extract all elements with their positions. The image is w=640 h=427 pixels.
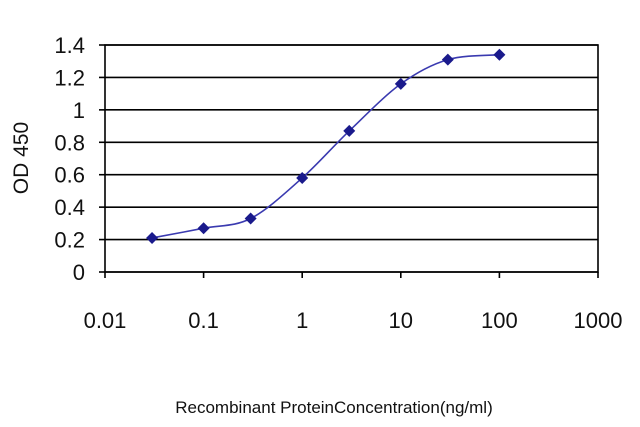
data-point-0 xyxy=(146,231,159,244)
x-tick-label: 0.1 xyxy=(188,308,219,333)
data-point-1 xyxy=(197,222,210,235)
x-tick-labels: 0.01 0.1 1 10 100 1000 xyxy=(84,308,623,333)
x-tick-label: 0.01 xyxy=(84,308,127,333)
series xyxy=(146,48,506,244)
x-tick-label: 1000 xyxy=(574,308,623,333)
data-point-6 xyxy=(441,53,454,66)
data-point-7 xyxy=(493,48,506,61)
gridlines xyxy=(99,44,599,278)
y-tick-label: 1.2 xyxy=(54,65,85,90)
y-tick-label: 0.4 xyxy=(54,195,85,220)
y-tick-label: 0 xyxy=(73,260,85,285)
series-line-0 xyxy=(151,53,500,239)
y-tick-label: 1 xyxy=(73,98,85,123)
data-point-3 xyxy=(296,171,309,184)
x-axis-title: Recombinant ProteinConcentration(ng/ml) xyxy=(175,398,493,417)
y-tick-label: 0.6 xyxy=(54,163,85,188)
x-tick-label: 100 xyxy=(481,308,518,333)
y-axis-title: OD 450 xyxy=(10,122,33,194)
y-tick-labels: 0 0.2 0.4 0.6 0.8 1 1.2 1.4 xyxy=(54,33,85,285)
data-point-4 xyxy=(343,124,356,137)
y-tick-label: 0.8 xyxy=(54,130,85,155)
x-tick-label: 10 xyxy=(389,308,413,333)
y-tick-label: 1.4 xyxy=(54,33,85,58)
x-tick-label: 1 xyxy=(296,308,308,333)
plot-frame xyxy=(104,44,599,273)
data-point-2 xyxy=(244,212,257,225)
y-tick-label: 0.2 xyxy=(54,228,85,253)
data-point-5 xyxy=(394,77,407,90)
